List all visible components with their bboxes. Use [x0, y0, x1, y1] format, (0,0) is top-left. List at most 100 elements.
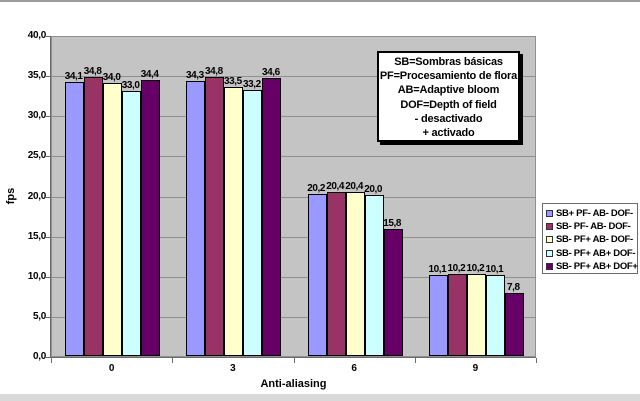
annotation-line: + activado [422, 127, 475, 140]
bar-value-label: 20,4 [345, 181, 364, 192]
y-tick-label: 40,0 [27, 30, 47, 41]
annotation-line: - desactivado [414, 112, 483, 125]
legend-item-label: SB- PF+ AB+ DOF+ [556, 260, 638, 272]
x-tick-label: 6 [351, 363, 357, 374]
annotation-line: SB=Sombras básicas [394, 56, 503, 68]
bar [447, 274, 467, 356]
gridline [52, 116, 535, 118]
bar [326, 192, 346, 356]
y-tick-mark [46, 156, 51, 158]
bar-value-label: 20,4 [326, 181, 345, 192]
legend-item-label: SB- PF- AB- DOF- [556, 221, 631, 233]
legend-item-label: SB+ PF- AB- DOF- [556, 208, 633, 220]
y-tick-mark [46, 196, 51, 198]
annotation-box: SB=Sombras básicas PF=Procesamiento de fl… [377, 51, 520, 142]
gridline [52, 276, 535, 278]
bar [307, 194, 327, 356]
bar-value-label: 34,4 [140, 69, 159, 80]
y-tick-mark [46, 276, 51, 278]
y-tick-label: 25,0 [27, 150, 47, 162]
legend-item-label: SB- PF+ AB+ DOF- [556, 247, 636, 259]
y-axis-title: fps [5, 187, 17, 205]
annotation-line: AB=Adaptive bloom [397, 84, 500, 97]
bottom-border-strip [0, 394, 640, 401]
gridline [52, 316, 535, 318]
bar-value-label: 20,0 [364, 184, 383, 195]
bar-value-label: 33,0 [121, 80, 140, 91]
bar [122, 91, 142, 356]
bar [103, 83, 123, 356]
x-tick-label: 9 [472, 363, 479, 374]
bar-value-label: 15,8 [383, 218, 402, 229]
gridline [52, 196, 535, 198]
bar-value-label: 10,1 [428, 264, 447, 275]
bar-value-label: 34,1 [64, 71, 83, 82]
bar [364, 195, 384, 356]
bar [466, 274, 486, 356]
y-tick-mark [46, 76, 51, 78]
bar-value-label: 34,8 [204, 66, 223, 77]
bar [65, 82, 85, 356]
legend: SB+ PF- AB- DOF- SB- PF- AB- DOF- SB- PF+ … [542, 203, 638, 274]
x-tick-mark [414, 358, 416, 363]
legend-swatch [546, 223, 553, 231]
x-tick-mark [536, 358, 537, 363]
bar [262, 78, 282, 356]
bar [243, 90, 263, 356]
gridline [52, 76, 535, 78]
bar-value-label: 7,8 [507, 282, 520, 293]
gridline [52, 236, 535, 238]
chart-area: 0,0 5,0 10,0 15,0 20,0 25,0 30,0 35,0 40,0 0 3 6 9 3… [0, 2, 640, 394]
legend-item: SB- PF+ AB+ DOF- [546, 247, 637, 260]
bar [141, 80, 161, 356]
y-tick-label: 0,0 [32, 351, 46, 362]
x-tick-label: 0 [108, 363, 115, 374]
x-tick-mark [293, 358, 295, 363]
x-tick-mark [51, 358, 52, 363]
bar-value-label: 10,2 [466, 263, 485, 274]
y-tick-label: 10,0 [27, 270, 47, 282]
annotation-line: PF=Procesamiento de flora [379, 70, 518, 83]
y-tick-mark [46, 36, 51, 37]
legend-item: SB- PF+ AB- DOF- [546, 233, 637, 246]
x-axis-line [50, 357, 536, 358]
bar-value-label: 10,1 [485, 264, 504, 275]
bar-value-label: 34,0 [102, 72, 121, 83]
y-tick-label: 15,0 [27, 230, 47, 242]
legend-swatch [546, 210, 553, 218]
bar-value-label: 33,2 [242, 79, 261, 90]
bar-value-label: 34,8 [83, 66, 102, 77]
legend-item: SB- PF- AB- DOF- [546, 220, 637, 233]
legend-item-label: SB- PF+ AB- DOF- [556, 234, 633, 246]
gridline [52, 156, 535, 158]
y-tick-mark [46, 116, 51, 118]
bar [485, 275, 505, 356]
y-tick-label: 35,0 [27, 70, 47, 82]
bar-value-label: 34,3 [185, 70, 204, 81]
bar-value-label: 33,5 [223, 76, 242, 87]
legend-item: SB- PF+ AB+ DOF+ [546, 260, 638, 273]
y-tick-mark [46, 236, 51, 238]
y-tick-mark [46, 357, 51, 358]
y-tick-mark [46, 316, 51, 318]
bar [186, 81, 206, 356]
bar [224, 87, 244, 356]
legend-swatch [546, 236, 553, 244]
bar [383, 229, 403, 356]
bar-value-label: 20,2 [307, 183, 326, 194]
bar [205, 77, 225, 356]
bar [504, 293, 524, 356]
top-border-strip [0, 0, 640, 2]
bar-value-label: 10,2 [447, 263, 466, 274]
x-tick-mark [172, 358, 174, 363]
x-tick-label: 3 [230, 363, 236, 374]
bar [345, 192, 365, 356]
y-tick-label: 20,0 [27, 190, 47, 202]
legend-swatch [546, 249, 553, 257]
legend-swatch [546, 262, 553, 270]
x-axis-title: Anti-aliasing [260, 378, 327, 390]
bar-value-label: 34,6 [261, 67, 280, 78]
bar [428, 275, 448, 356]
annotation-line: DOF=Depth of field [400, 98, 497, 111]
legend-item: SB+ PF- AB- DOF- [546, 207, 637, 220]
